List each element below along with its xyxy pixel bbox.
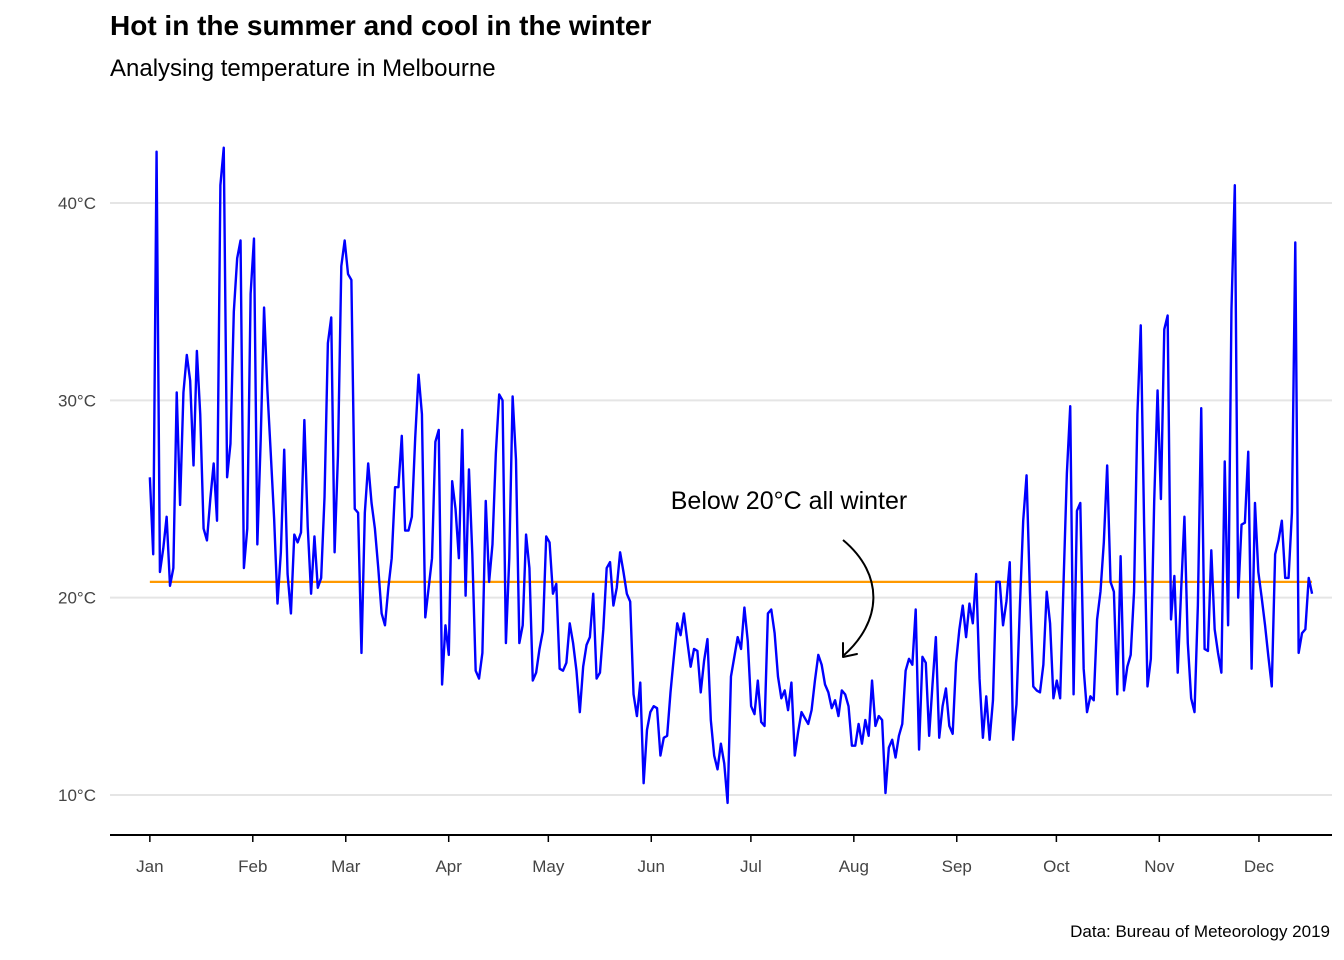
x-tick-label: May — [532, 857, 565, 876]
annotation-label: Below 20°C all winter — [671, 487, 908, 515]
chart-title: Hot in the summer and cool in the winter — [110, 10, 652, 41]
x-tick-label: Nov — [1144, 857, 1175, 876]
temperature-series-line — [148, 146, 1314, 805]
x-tick-label: Oct — [1043, 857, 1070, 876]
y-axis-ticks: 10°C 20°C 30°C 40°C — [58, 194, 96, 805]
x-tick-label: Aug — [839, 857, 869, 876]
x-tick-label: Jul — [740, 857, 762, 876]
x-axis-ticks: Jan Feb Mar Apr May Jun Jul Aug Sep Oct Nov Dec — [136, 835, 1275, 876]
x-tick-label: Apr — [435, 857, 462, 876]
y-tick-label: 10°C — [58, 786, 96, 805]
data-source-caption: Data: Bureau of Meteorology 2019 — [1070, 922, 1330, 941]
annotation-arrowhead — [842, 642, 858, 658]
x-tick-label: Jan — [136, 857, 163, 876]
chart-subtitle: Analysing temperature in Melbourne — [110, 55, 496, 82]
y-tick-label: 40°C — [58, 194, 96, 213]
y-tick-label: 30°C — [58, 391, 96, 410]
x-tick-label: Feb — [238, 857, 267, 876]
x-tick-label: Dec — [1244, 857, 1275, 876]
x-tick-label: Sep — [942, 857, 972, 876]
x-tick-label: Jun — [638, 857, 665, 876]
annotation-arrow — [842, 539, 875, 657]
gridlines — [110, 202, 1332, 796]
y-tick-label: 20°C — [58, 589, 96, 608]
x-tick-label: Mar — [331, 857, 361, 876]
